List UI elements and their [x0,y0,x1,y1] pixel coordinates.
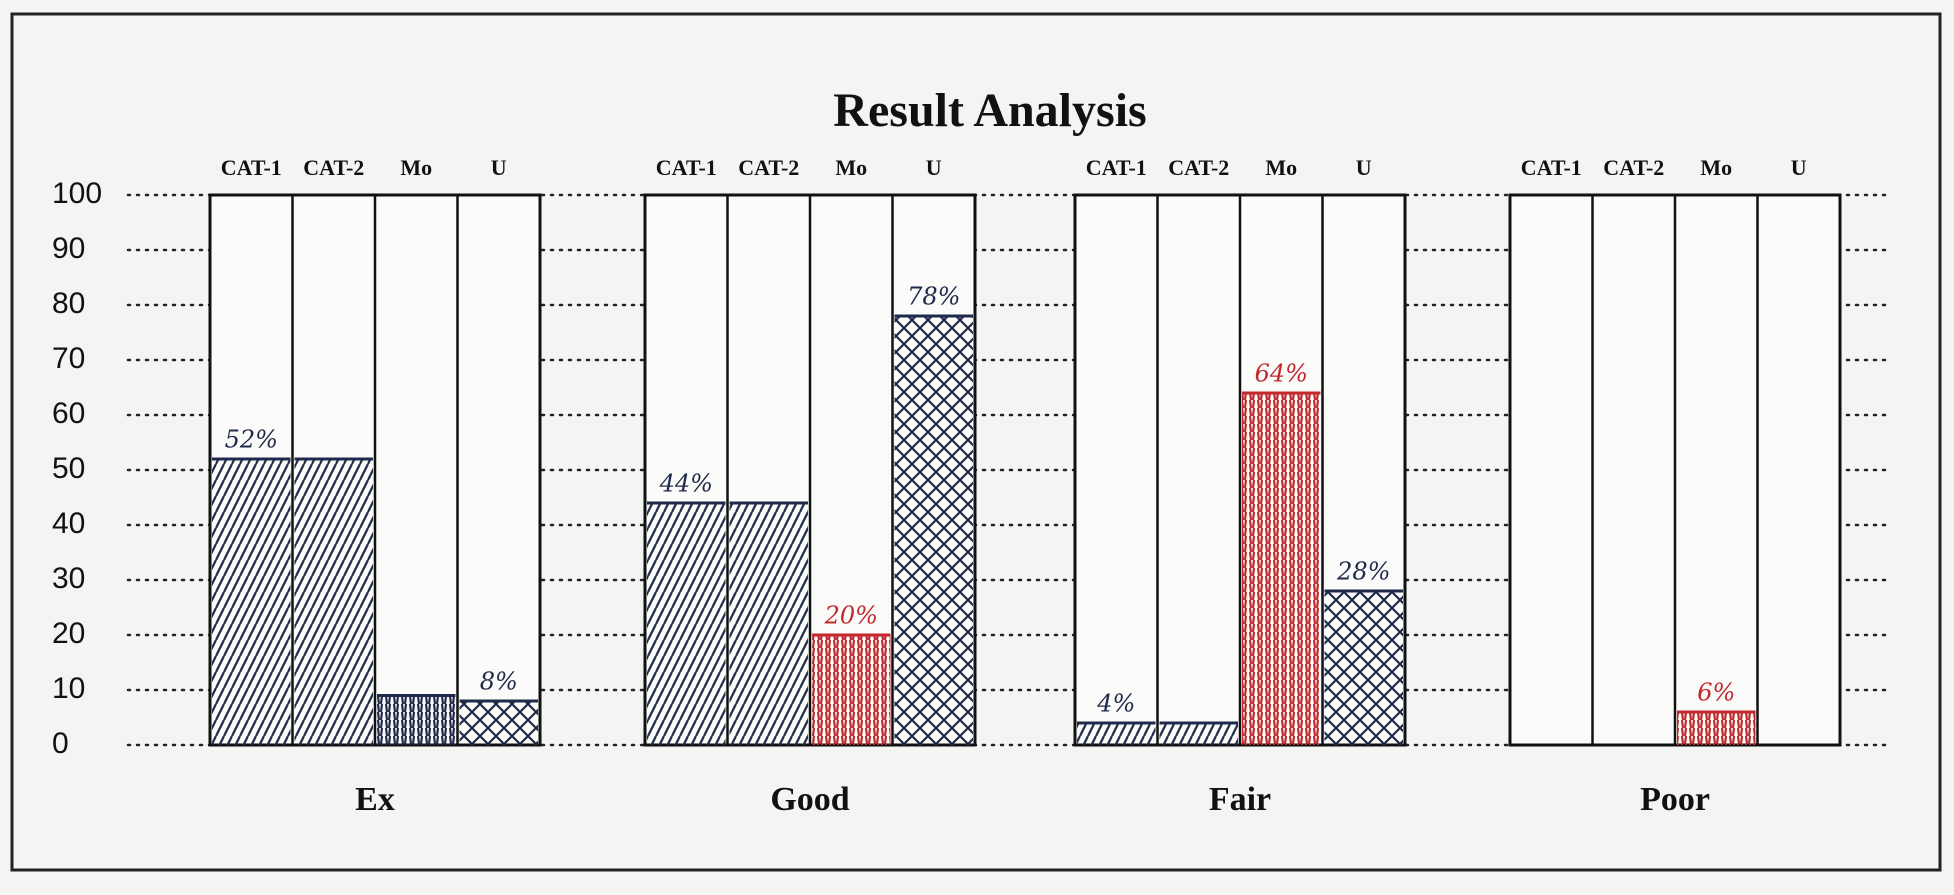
bar [1325,591,1404,745]
y-tick-label: 10 [52,672,85,705]
y-tick-label: 30 [52,562,85,595]
bar [295,459,374,745]
column-header: CAT-1 [1086,155,1147,180]
value-label: 44% [659,470,713,498]
column-header: Mo [400,155,432,180]
bar [812,635,891,745]
value-label: 8% [480,668,518,696]
chart-title: Result Analysis [833,84,1146,137]
bar [730,503,809,745]
group-label: Poor [1640,781,1710,818]
column-header: U [1356,155,1372,180]
column-header: CAT-2 [303,155,364,180]
bar [895,316,974,745]
y-tick-label: 20 [52,617,85,650]
column-header: CAT-1 [221,155,282,180]
page: {"chart_data": { "type": "bar", "title":… [0,0,1954,890]
value-label: 52% [225,426,278,454]
column-header: CAT-2 [738,155,799,180]
y-tick-label: 0 [52,727,69,760]
bar [377,696,456,746]
y-tick-label: 60 [52,397,85,430]
y-tick-label: 40 [52,507,85,540]
y-tick-label: 80 [52,287,85,320]
column-header: U [491,155,507,180]
bar [1677,712,1756,745]
bar [212,459,291,745]
column-header: CAT-1 [1521,155,1582,180]
column-header: Mo [835,155,867,180]
chart: Result Analysis 0 10 20 30 40 50 60 70 80 90 100 CA… [0,0,1954,890]
value-label: 20% [824,602,878,630]
group-label: Fair [1209,781,1271,818]
bar [1077,723,1156,745]
column-header: CAT-2 [1603,155,1664,180]
column-header: U [926,155,942,180]
column-header: U [1791,155,1807,180]
value-label: 64% [1255,360,1308,388]
y-tick-label: 90 [52,232,85,265]
value-label: 28% [1336,558,1390,586]
value-label: 4% [1096,690,1135,718]
value-label: 6% [1697,679,1735,707]
value-label: 78% [907,283,960,311]
group-label: Ex [355,781,395,818]
bar [647,503,726,745]
column-header: CAT-1 [656,155,717,180]
y-tick-label: 50 [52,452,85,485]
column-header: Mo [1265,155,1297,180]
y-tick-label: 100 [52,177,102,210]
bar [1160,723,1239,745]
bar [460,701,539,745]
column-header: Mo [1700,155,1732,180]
group-label: Good [770,781,849,818]
y-tick-label: 70 [52,342,85,375]
column-header: CAT-2 [1168,155,1229,180]
bar [1242,393,1321,745]
